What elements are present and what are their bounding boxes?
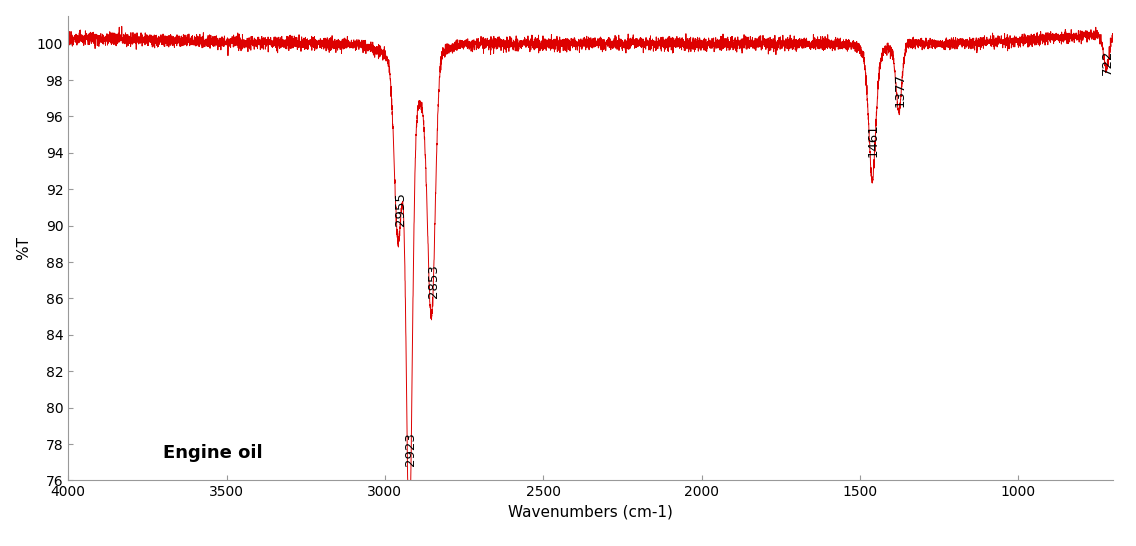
Text: Engine oil: Engine oil xyxy=(164,444,262,462)
Text: 1461: 1461 xyxy=(867,123,880,157)
Y-axis label: %T: %T xyxy=(16,236,32,260)
Text: 1377: 1377 xyxy=(894,73,907,108)
Text: 2955: 2955 xyxy=(393,192,407,225)
X-axis label: Wavenumbers (cm-1): Wavenumbers (cm-1) xyxy=(508,505,674,520)
Text: 2923: 2923 xyxy=(403,432,417,466)
Text: 2853: 2853 xyxy=(427,265,441,299)
Text: 722: 722 xyxy=(1101,49,1114,75)
